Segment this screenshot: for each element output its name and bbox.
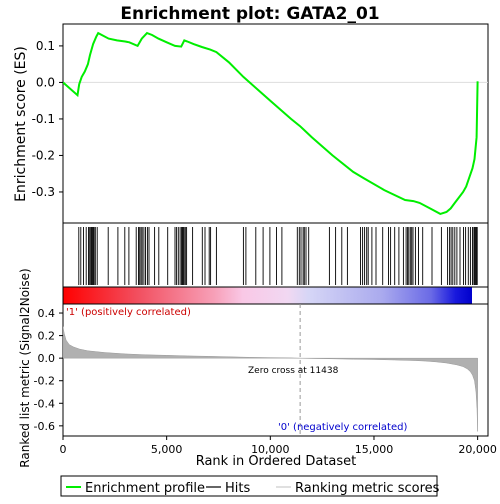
enrichment-y-axis-label: Enrichment score (ES): [13, 46, 29, 202]
metric-panel: 0.4 0.2 0.0 -0.2 -0.4 -0.6 0 5,000 10,000 15,000…: [18, 268, 497, 469]
enrichment-y-ticks: 0.1 0.0 -0.1 -0.2 -0.3: [32, 39, 63, 199]
metric-y-tick-label: 0.4: [38, 307, 56, 320]
metric-y-axis-label: Ranked list metric (Signal2Noise): [18, 268, 32, 467]
enrichment-panel: 0.1 0.0 -0.1 -0.2 -0.3 Enrichment score (ES): [13, 23, 489, 224]
enrichment-y-tick-label: 0.1: [36, 39, 55, 53]
metric-y-tick-label: 0.0: [38, 352, 56, 365]
enrichment-panel-frame: [62, 23, 489, 224]
metric-y-tick-label: -0.2: [34, 375, 55, 388]
metric-y-tick-label: -0.4: [34, 397, 55, 410]
metric-x-ticks: 0 5,000 10,000 15,000 20,000: [60, 436, 497, 456]
ranking-metric-area: [63, 326, 478, 432]
metric-x-tick-label: 15,000: [355, 443, 394, 456]
negative-correlation-label: '0' (negatively correlated): [278, 422, 407, 433]
chart-title: Enrichment plot: GATA2_01: [120, 4, 379, 24]
legend-box: [60, 475, 438, 497]
ranked-list-color-band: [62, 286, 489, 305]
color-band: [63, 287, 472, 304]
metric-x-tick-label: 5,000: [151, 443, 183, 456]
positive-correlation-label: '1' (positively correlated): [66, 307, 191, 318]
hits-panel: [62, 222, 489, 288]
enrichment-y-tick-label: -0.3: [32, 185, 55, 199]
legend-metric-label: Ranking metric scores: [295, 481, 440, 496]
metric-panel-frame: [62, 303, 489, 437]
metric-x-axis-label: Rank in Ordered Dataset: [196, 454, 357, 469]
enrichment-y-tick-label: -0.1: [32, 112, 55, 126]
metric-y-ticks: 0.4 0.2 0.0 -0.2 -0.4 -0.6: [34, 307, 63, 433]
metric-x-tick-label: 0: [60, 443, 67, 456]
metric-y-tick-label: -0.6: [34, 420, 55, 433]
enrichment-y-tick-label: -0.2: [32, 148, 55, 162]
metric-y-tick-label: 0.2: [38, 330, 56, 343]
legend-enrichment-label: Enrichment profile: [85, 481, 205, 496]
metric-x-tick-label: 20,000: [458, 443, 497, 456]
hits-panel-frame: [62, 222, 489, 288]
enrichment-profile-line: [63, 31, 479, 215]
legend-hits-label: Hits: [225, 481, 250, 496]
hit-markers: [78, 227, 478, 285]
metric-x-tick-label: 10,000: [251, 443, 290, 456]
legend: Enrichment profile Hits Ranking metric s…: [60, 475, 440, 497]
zero-cross-label: Zero cross at 11438: [248, 366, 339, 376]
enrichment-y-tick-label: 0.0: [36, 75, 55, 89]
